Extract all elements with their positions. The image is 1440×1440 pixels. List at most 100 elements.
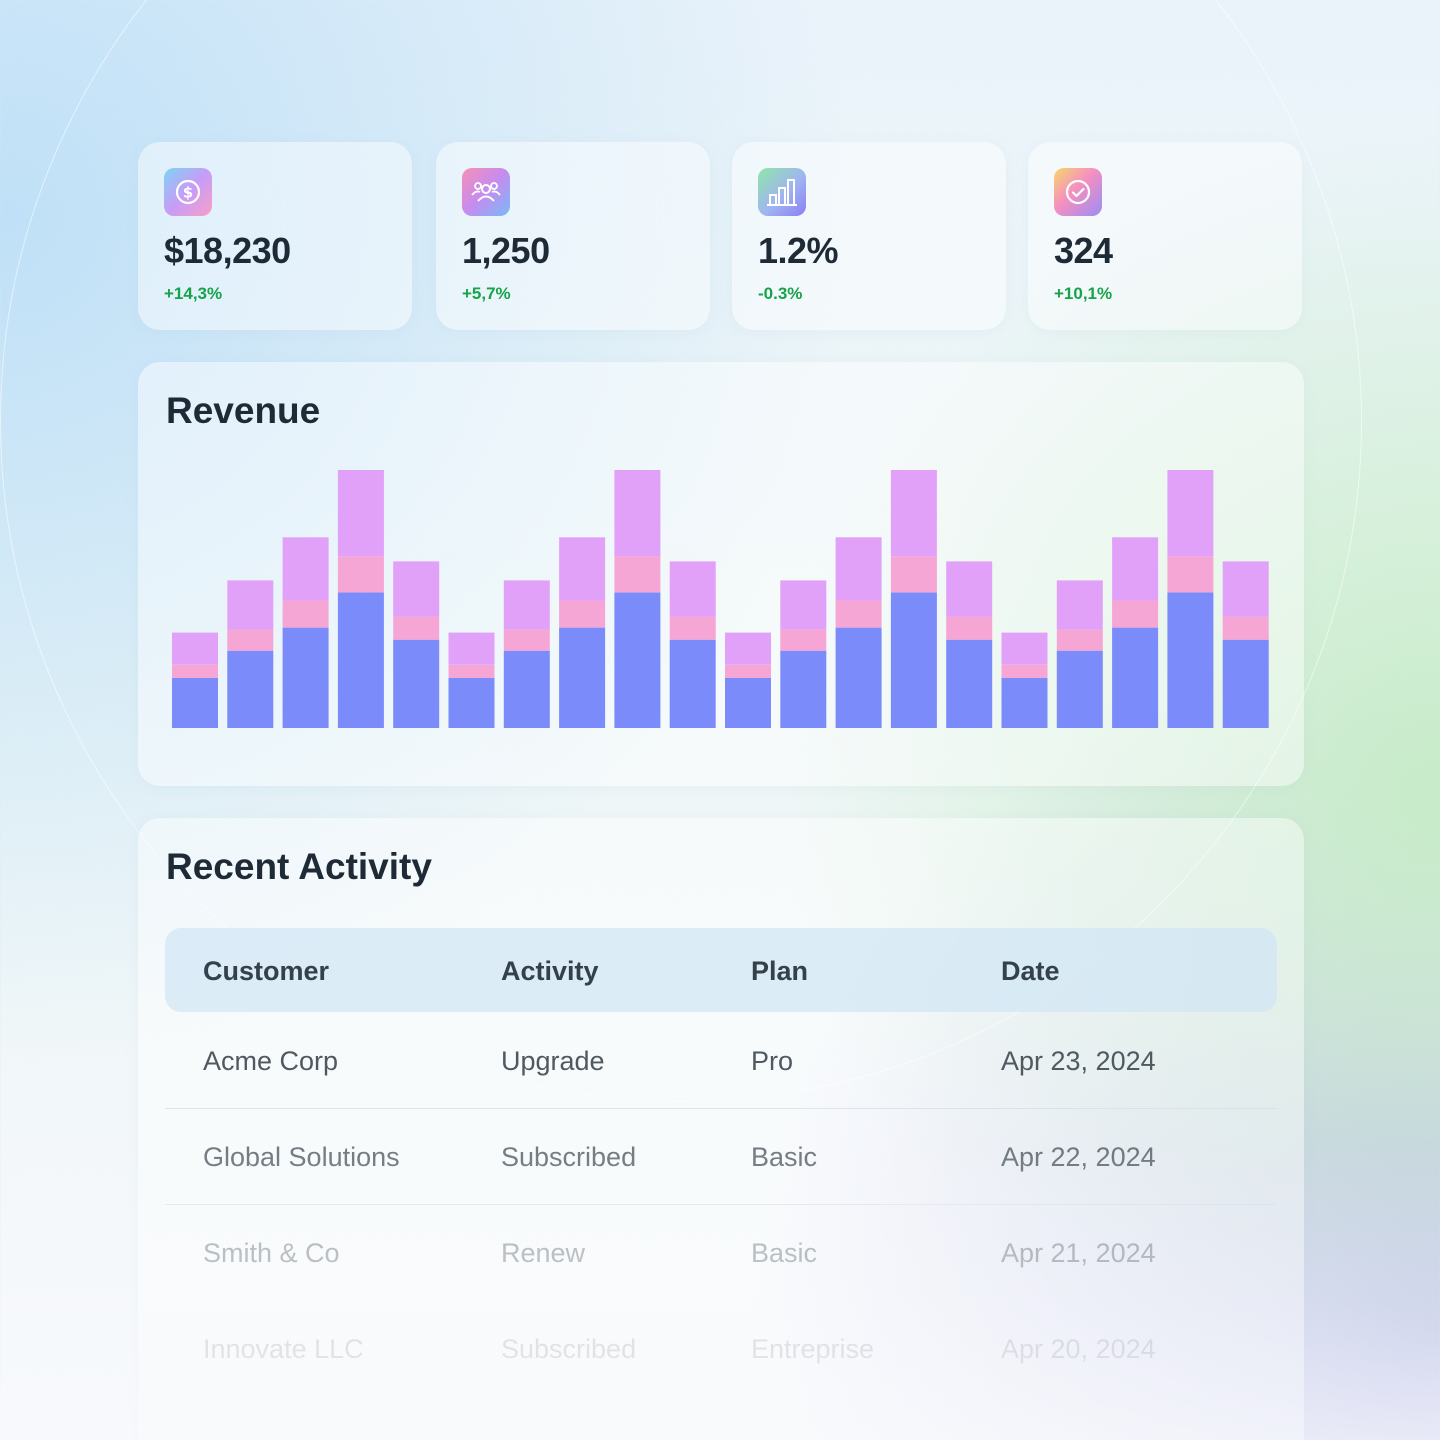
stat-value: $18,230	[164, 230, 291, 271]
revenue-bar-15-segment-3[interactable]	[946, 561, 993, 617]
revenue-bar-12-segment-2[interactable]	[780, 629, 827, 651]
stat-change: +10,1%	[1054, 284, 1113, 303]
activity-cell: Renew	[501, 1238, 586, 1268]
revenue-bar-4-segment-2[interactable]	[337, 556, 384, 593]
revenue-bar-20-segment-1[interactable]	[1222, 639, 1269, 728]
revenue-bar-1-segment-1[interactable]	[172, 677, 218, 728]
revenue-bar-1-segment-3[interactable]	[172, 632, 218, 665]
revenue-bar-12-segment-3[interactable]	[780, 580, 827, 630]
column-header-customer[interactable]: Customer	[203, 956, 330, 986]
revenue-bar-16-segment-2[interactable]	[1001, 664, 1048, 678]
revenue-bar-16-segment-1[interactable]	[1001, 677, 1048, 728]
revenue-bar-10-segment-3[interactable]	[669, 561, 716, 617]
revenue-bar-20-segment-2[interactable]	[1222, 616, 1269, 640]
users-icon	[462, 168, 510, 216]
customer-cell: Acme Corp	[203, 1046, 339, 1076]
svg-text:$: $	[183, 184, 193, 202]
revenue-bar-4-segment-3[interactable]	[337, 470, 384, 557]
date-cell: Apr 23, 2024	[1001, 1046, 1156, 1076]
revenue-bar-3-segment-1[interactable]	[282, 627, 329, 728]
revenue-bar-8-segment-1[interactable]	[559, 627, 606, 728]
revenue-bar-9-segment-3[interactable]	[614, 470, 661, 557]
revenue-bar-14-segment-2[interactable]	[890, 556, 937, 593]
revenue-bar-11-segment-1[interactable]	[725, 677, 771, 728]
revenue-bar-18-segment-2[interactable]	[1112, 600, 1159, 628]
revenue-bar-11-segment-2[interactable]	[725, 664, 771, 678]
revenue-bar-15-segment-2[interactable]	[946, 616, 993, 640]
revenue-bar-7-segment-3[interactable]	[503, 580, 550, 630]
revenue-bar-17-segment-3[interactable]	[1056, 580, 1103, 630]
activity-cell: Upgrade	[501, 1046, 605, 1076]
revenue-bar-14-segment-3[interactable]	[890, 470, 937, 557]
revenue-bar-13-segment-1[interactable]	[835, 627, 882, 728]
revenue-bar-5-segment-1[interactable]	[393, 639, 440, 728]
revenue-bar-11-segment-3[interactable]	[725, 632, 771, 665]
plan-cell: Pro	[751, 1046, 794, 1076]
revenue-bar-18-segment-1[interactable]	[1112, 627, 1159, 728]
plan-cell: Entreprise	[751, 1334, 875, 1364]
stat-value: 1.2%	[758, 230, 839, 271]
revenue-bar-8-segment-3[interactable]	[559, 537, 606, 601]
column-header-activity[interactable]: Activity	[501, 956, 599, 986]
revenue-bar-1-segment-2[interactable]	[172, 664, 218, 678]
table-row[interactable]: Innovate LLC Subscribed Entreprise Apr 2…	[165, 1300, 1277, 1396]
revenue-bar-14-segment-1[interactable]	[890, 592, 937, 729]
revenue-bar-13-segment-2[interactable]	[835, 600, 882, 628]
table-header: Customer Activity Plan Date	[165, 928, 1277, 1012]
revenue-bar-19-segment-2[interactable]	[1167, 556, 1214, 593]
stat-card-revenue[interactable]: $ $18,230 +14,3%	[138, 142, 412, 330]
revenue-bar-4-segment-1[interactable]	[337, 592, 384, 729]
revenue-bar-2-segment-1[interactable]	[227, 650, 274, 728]
stat-value: 324	[1054, 230, 1113, 271]
revenue-bar-10-segment-1[interactable]	[669, 639, 716, 728]
stat-card-completed[interactable]: 324 +10,1%	[1028, 142, 1302, 330]
revenue-chart	[172, 470, 1269, 729]
revenue-bar-17-segment-2[interactable]	[1056, 629, 1103, 651]
revenue-bar-8-segment-2[interactable]	[559, 600, 606, 628]
column-header-date[interactable]: Date	[1001, 956, 1060, 986]
revenue-bar-7-segment-2[interactable]	[503, 629, 550, 651]
stat-change: +5,7%	[462, 284, 511, 303]
revenue-bar-16-segment-3[interactable]	[1001, 632, 1048, 665]
customer-cell: Innovate LLC	[203, 1334, 364, 1364]
revenue-bar-10-segment-2[interactable]	[669, 616, 716, 640]
check-circle-icon	[1054, 168, 1102, 216]
revenue-bar-9-segment-1[interactable]	[614, 592, 661, 729]
stat-card-conversion[interactable]: 1.2% -0.3%	[732, 142, 1006, 330]
revenue-bar-19-segment-1[interactable]	[1167, 592, 1214, 729]
table-row[interactable]: Acme Corp Upgrade Pro Apr 23, 2024	[165, 1012, 1277, 1109]
plan-cell: Basic	[751, 1142, 818, 1172]
plan-cell: Basic	[751, 1238, 818, 1268]
dollar-icon: $	[164, 168, 212, 216]
table-row[interactable]: Smith & Co Renew Basic Apr 21, 2024	[165, 1204, 1277, 1300]
revenue-bar-3-segment-3[interactable]	[282, 537, 329, 601]
revenue-bar-13-segment-3[interactable]	[835, 537, 882, 601]
column-header-plan[interactable]: Plan	[751, 956, 809, 986]
stat-change: -0.3%	[758, 284, 803, 303]
activity-cell: Subscribed	[501, 1334, 637, 1364]
customer-cell: Global Solutions	[203, 1142, 400, 1172]
revenue-bar-2-segment-3[interactable]	[227, 580, 274, 630]
revenue-bar-17-segment-1[interactable]	[1056, 650, 1103, 728]
stat-card-users[interactable]: 1,250 +5,7%	[436, 142, 710, 330]
revenue-bar-5-segment-3[interactable]	[393, 561, 440, 617]
stat-value: 1,250	[462, 230, 550, 271]
revenue-bar-15-segment-1[interactable]	[946, 639, 993, 728]
table-row[interactable]: Global Solutions Subscribed Basic Apr 22…	[165, 1108, 1277, 1205]
revenue-bar-18-segment-3[interactable]	[1112, 537, 1159, 601]
revenue-bar-20-segment-3[interactable]	[1222, 561, 1269, 617]
revenue-bar-3-segment-2[interactable]	[282, 600, 329, 628]
bar-chart-icon	[758, 168, 806, 216]
revenue-bar-7-segment-1[interactable]	[503, 650, 550, 728]
revenue-bar-6-segment-1[interactable]	[448, 677, 495, 728]
revenue-bar-6-segment-2[interactable]	[448, 664, 495, 678]
revenue-bar-6-segment-3[interactable]	[448, 632, 495, 665]
revenue-bar-2-segment-2[interactable]	[227, 629, 274, 651]
revenue-bar-9-segment-2[interactable]	[614, 556, 661, 593]
revenue-bar-12-segment-1[interactable]	[780, 650, 827, 728]
revenue-bar-5-segment-2[interactable]	[393, 616, 440, 640]
date-cell: Apr 21, 2024	[1001, 1238, 1156, 1268]
stat-change: +14,3%	[164, 284, 223, 303]
activity-cell: Subscribed	[501, 1142, 637, 1172]
revenue-bar-19-segment-3[interactable]	[1167, 470, 1214, 557]
